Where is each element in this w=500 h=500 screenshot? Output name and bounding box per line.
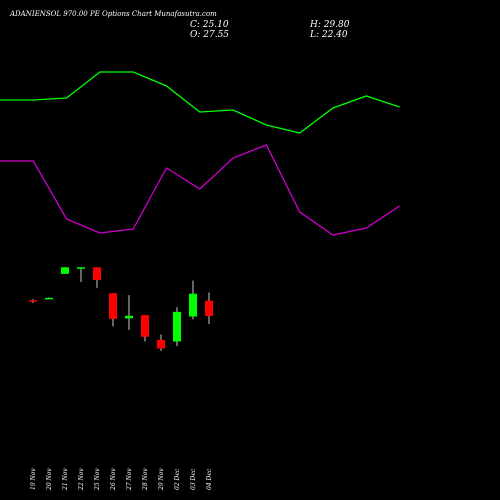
candle-27-nov [125, 295, 133, 330]
candle-body [93, 267, 101, 281]
candle-body [205, 300, 213, 317]
green-indicator-line [0, 71, 400, 134]
candle-02-dec [173, 307, 181, 347]
candle-body [157, 339, 165, 349]
candle-body [29, 300, 37, 302]
candle-04-dec [205, 292, 213, 324]
candle-20-nov [45, 297, 53, 300]
candle-29-nov [157, 334, 165, 351]
candlestick-series [29, 267, 213, 351]
x-tick-label: 26 Nov [110, 468, 117, 491]
x-axis: 19 Nov 20 Nov 21 Nov 22 Nov 25 Nov 26 Nov 27 N… [30, 468, 213, 491]
candle-body [125, 315, 133, 319]
close-value: C: 25.10 [190, 20, 229, 30]
x-tick-label: 29 Nov [158, 468, 165, 491]
candle-body [189, 293, 197, 317]
low-value: L: 22.40 [309, 30, 348, 40]
candle-21-nov [61, 267, 69, 274]
x-tick-label: 28 Nov [142, 468, 149, 491]
x-tick-label: 21 Nov [62, 468, 69, 491]
candle-03-dec [189, 280, 197, 320]
x-tick-label: 19 Nov [30, 468, 37, 490]
x-tick-label: 04 Dec [206, 468, 213, 490]
candle-25-nov [93, 267, 101, 288]
candle-body [45, 297, 53, 300]
candle-body [77, 267, 85, 269]
chart-title: ADANIENSOL 970.00 PE Options Chart Munaf… [9, 10, 217, 18]
x-tick-label: 20 Nov [46, 468, 53, 491]
x-tick-label: 22 Nov [78, 468, 85, 491]
candle-28-nov [141, 315, 149, 342]
open-value: O: 27.55 [190, 30, 229, 40]
x-tick-label: 02 Dec [174, 468, 181, 490]
x-tick-label: 25 Nov [94, 468, 101, 491]
high-value: H: 29.80 [309, 20, 350, 30]
magenta-indicator-line [0, 144, 400, 236]
candle-22-nov [77, 267, 85, 282]
candle-19-nov [29, 299, 37, 303]
candle-body [61, 267, 69, 274]
indicator-lines [0, 71, 400, 236]
candle-body [173, 311, 181, 342]
candle-body [109, 293, 117, 319]
candle-26-nov [109, 293, 117, 327]
x-tick-label: 27 Nov [126, 468, 133, 491]
x-tick-label: 03 Dec [190, 468, 197, 490]
candle-body [141, 315, 149, 337]
